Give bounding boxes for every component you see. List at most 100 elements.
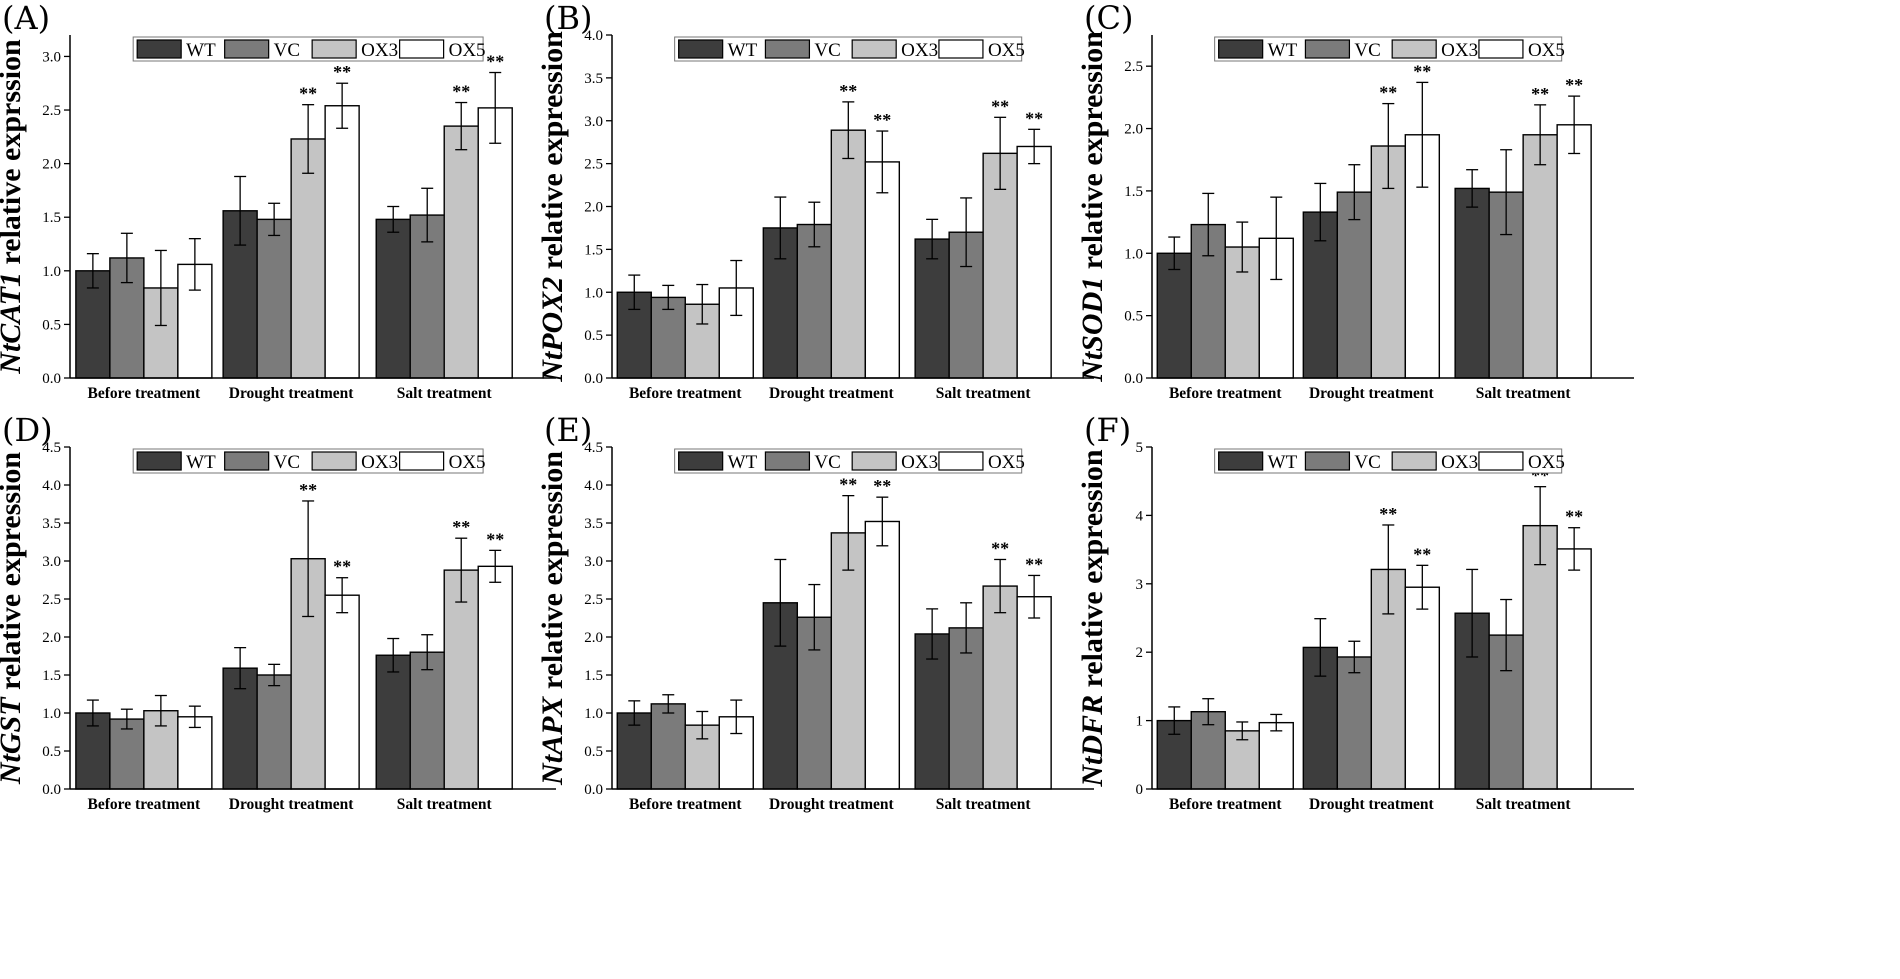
bar: [1224, 730, 1260, 790]
legend: WT VC OX3 OX5: [132, 36, 486, 62]
y-tick-label: 0.5: [584, 744, 603, 760]
bar: [650, 703, 686, 790]
y-tick-label: 0.5: [584, 328, 603, 344]
significance-mark: **: [1565, 75, 1583, 95]
bar: [1404, 586, 1441, 790]
significance-mark: **: [1025, 554, 1043, 574]
x-tick-label: Drought treatment: [769, 385, 895, 402]
y-tick-label: 1.5: [42, 668, 61, 684]
significance-mark: **: [873, 476, 891, 496]
panel-label: (A): [2, 0, 50, 37]
legend: WT VC OX3 OX5: [674, 36, 1025, 62]
bar: [1336, 656, 1373, 790]
y-axis-label: NtCAT1 relative exprssion: [0, 39, 27, 375]
x-tick-label: Before treatment: [88, 385, 201, 402]
y-axis-label-gene: NtAPX: [536, 696, 569, 786]
bar: [375, 218, 411, 379]
chart-panel-5: (E)NtAPX relative expression ********0.00…: [536, 411, 1094, 813]
bar: [1016, 596, 1052, 790]
legend-label: VC: [814, 40, 840, 61]
significance-mark: **: [486, 52, 504, 72]
significance-mark: **: [1565, 507, 1583, 527]
y-tick-label: 3.0: [584, 554, 603, 570]
significance-mark: **: [1379, 504, 1397, 524]
y-tick-label: 1.0: [584, 285, 603, 301]
y-axis-label: NtSOD1 relative expression: [1076, 31, 1109, 383]
x-tick-label: Drought treatment: [1309, 796, 1435, 813]
significance-mark: **: [452, 82, 470, 102]
significance-mark: **: [873, 110, 891, 130]
chart-panel-1: (A)NtCAT1 relative exprssion ** ******0.00…: [0, 0, 556, 402]
x-tick-label: Before treatment: [629, 385, 742, 402]
x-tick-label: Before treatment: [1169, 796, 1282, 813]
x-tick-label: Salt treatment: [1476, 796, 1572, 813]
bar: [864, 520, 901, 790]
legend-label: OX5: [988, 452, 1025, 473]
legend-label: VC: [1354, 40, 1380, 61]
legend: WT VC OX3 OX5: [132, 448, 486, 474]
significance-mark: **: [452, 517, 470, 537]
legend-swatch: [399, 39, 445, 59]
y-axis-label-gene: NtPOX2: [536, 277, 569, 383]
bar: [443, 569, 479, 790]
y-tick-label: 2: [1136, 645, 1144, 661]
legend-label: OX5: [449, 40, 486, 61]
x-tick-label: Before treatment: [629, 796, 742, 813]
y-tick-label: 1.0: [42, 264, 61, 280]
legend-label: WT: [728, 452, 758, 473]
y-tick-label: 2.0: [42, 630, 61, 646]
legend-label: WT: [728, 40, 758, 61]
legend-swatch: [1218, 451, 1264, 471]
bar: [1556, 548, 1592, 790]
legend: WT VC OX3 OX5: [1214, 36, 1565, 62]
legend-label: WT: [1268, 452, 1298, 473]
y-axis-label-gene: NtSOD1: [1076, 277, 1109, 383]
y-tick-label: 0.0: [584, 371, 603, 387]
y-axis-label-text: relative expression: [1076, 31, 1109, 277]
legend-label: OX3: [1441, 452, 1478, 473]
legend-swatch: [764, 39, 811, 59]
y-tick-label: 2.5: [584, 157, 603, 173]
bar: [864, 161, 901, 379]
y-axis-label-text: relative expression: [1076, 449, 1109, 695]
significance-mark: **: [1531, 84, 1549, 104]
significance-mark: **: [486, 529, 504, 549]
bar: [477, 565, 513, 790]
bar: [256, 218, 292, 379]
x-tick-label: Drought treatment: [229, 385, 355, 402]
y-axis-label-gene: NtCAT1: [0, 272, 27, 375]
x-tick-label: Salt treatment: [397, 796, 493, 813]
bar: [796, 223, 833, 379]
y-tick-label: 2.0: [42, 157, 61, 173]
y-tick-label: 0.0: [584, 782, 603, 798]
bar: [1454, 187, 1490, 379]
legend: WT VC OX3 OX5: [674, 448, 1025, 474]
y-tick-label: 1: [1136, 714, 1144, 730]
legend-swatch: [1304, 451, 1351, 471]
bar: [914, 238, 950, 379]
bar: [324, 594, 360, 790]
y-tick-label: 4: [1136, 508, 1144, 524]
y-tick-label: 0.0: [42, 782, 61, 798]
bar: [375, 654, 411, 790]
legend-label: VC: [1354, 452, 1380, 473]
bar: [1258, 721, 1294, 790]
y-tick-label: 3.5: [584, 516, 603, 532]
significance-mark: **: [299, 480, 317, 500]
y-tick-label: 2.0: [584, 200, 603, 216]
panel-label: (F): [1084, 411, 1131, 449]
chart-panel-3: (C)NtSOD1 relative expression ** ******0.0…: [1076, 0, 1634, 402]
significance-mark: **: [839, 81, 857, 101]
y-tick-label: 4.0: [584, 28, 603, 44]
bar: [1156, 252, 1192, 379]
legend-swatch: [224, 39, 270, 59]
chart-panel-2: (B)NtPOX2 relative expression ****** **0.0…: [536, 0, 1094, 402]
bar: [1522, 524, 1558, 790]
y-tick-label: 1.0: [584, 706, 603, 722]
x-tick-label: Before treatment: [1169, 385, 1282, 402]
legend-label: WT: [186, 40, 216, 61]
bar: [290, 138, 326, 379]
y-axis-label-text: relative exprssion: [0, 39, 27, 272]
legend-swatch: [399, 451, 445, 471]
y-tick-label: 3.5: [584, 71, 603, 87]
